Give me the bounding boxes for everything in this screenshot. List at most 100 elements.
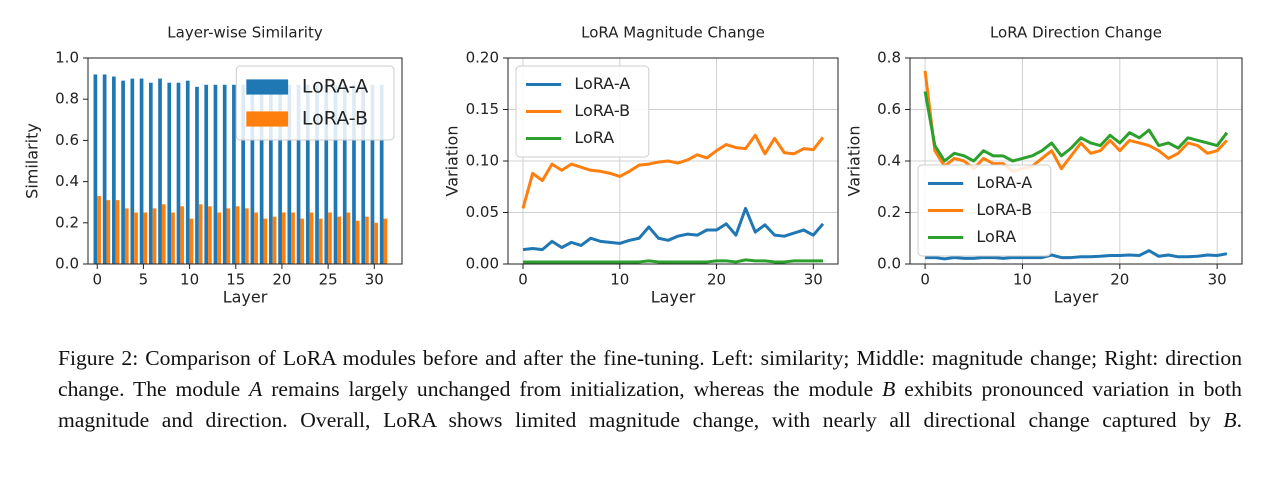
y-tick-label: 0.15 [466, 100, 499, 118]
bar [291, 212, 295, 264]
line [923, 91, 1229, 163]
x-axis-label: Layer [1054, 288, 1099, 307]
bar [254, 212, 258, 264]
x-tick-label: 5 [139, 271, 149, 289]
legend-label: LoRA-B [302, 108, 368, 130]
bar [204, 84, 209, 264]
chart: Layer-wise Similarity Layer Similarity 0.0 0… [23, 24, 403, 307]
y-axis-label: Variation [845, 126, 864, 197]
bar [226, 208, 231, 264]
bar [208, 206, 212, 264]
legend-label: LoRA-A [976, 173, 1032, 192]
bar [198, 204, 203, 264]
bar [134, 212, 138, 264]
x-tick-label: 0 [518, 271, 528, 289]
x-tick-label: 30 [365, 271, 384, 289]
bar [379, 84, 384, 264]
legend-label: LoRA-B [574, 101, 630, 120]
y-tick-label: 0.2 [55, 213, 79, 231]
x-tick-label: 0 [920, 271, 930, 289]
line [523, 258, 823, 264]
legend-box [515, 65, 650, 158]
bar [361, 84, 366, 264]
bar [93, 74, 98, 264]
bar [355, 220, 360, 264]
bar [106, 200, 111, 264]
math-symbol: B [882, 377, 896, 401]
line [925, 249, 1228, 261]
bar [189, 218, 194, 264]
bar [287, 84, 292, 264]
y-tick-label: 0.05 [466, 203, 499, 221]
x-tick-label: 10 [1013, 271, 1032, 289]
y-tick-label: 0.0 [55, 255, 79, 273]
bar [269, 84, 273, 264]
legend: LoRA-A LoRA-B [235, 65, 395, 141]
axes-frame [507, 57, 839, 265]
math-symbol: A [249, 377, 263, 401]
bar [171, 212, 175, 264]
bar [278, 84, 282, 264]
bar [374, 222, 378, 264]
legend-swatch [246, 79, 289, 95]
y-tick-label: 0.0 [877, 255, 901, 273]
bar [245, 208, 249, 264]
bar [180, 206, 185, 264]
y-tick-label: 0.8 [55, 90, 79, 108]
bar [272, 216, 277, 264]
y-tick-label: 0.4 [877, 152, 901, 170]
bar [161, 204, 166, 264]
bar [305, 84, 310, 264]
bar [176, 82, 181, 264]
axes-frame [87, 57, 403, 265]
bar [365, 216, 369, 264]
legend-label: LoRA-A [302, 76, 368, 98]
x-tick-label: 10 [180, 271, 199, 289]
bar [112, 76, 116, 264]
bar [235, 206, 240, 264]
bar [352, 84, 356, 264]
bar [337, 216, 342, 264]
bar [333, 84, 338, 264]
legend-label: LoRA [976, 227, 1016, 246]
bar [324, 84, 329, 264]
y-tick-label: 0.8 [877, 49, 901, 67]
x-tick-label: 30 [1208, 271, 1227, 289]
chart: LoRA Direction Change Layer Variation 0.0 0.… [845, 24, 1243, 307]
legend: LoRA-A LoRA-B LoRA [917, 164, 1052, 257]
bar [158, 78, 162, 264]
x-tick-label: 10 [610, 271, 629, 289]
bar [121, 80, 125, 264]
bar [217, 212, 221, 264]
caption: Figure 2: Comparison of LoRA modules bef… [58, 343, 1242, 436]
bar [296, 84, 301, 264]
bar [213, 84, 218, 264]
charts: Layer-wise Similarity Layer Similarity 0.0 0… [23, 24, 1243, 307]
bar [167, 82, 172, 264]
caption-text: . [1236, 408, 1242, 432]
x-tick-label: 0 [92, 271, 102, 289]
line [923, 70, 1228, 173]
x-axis-label: Layer [223, 288, 268, 307]
bar [328, 212, 332, 264]
legend-label: LoRA-B [976, 200, 1032, 219]
bar [263, 218, 268, 264]
bar [152, 208, 157, 264]
y-tick-label: 0.10 [466, 152, 499, 170]
line [522, 206, 825, 252]
x-tick-label: 30 [804, 271, 823, 289]
legend: LoRA-A LoRA-B LoRA [515, 65, 650, 158]
chart-title: Layer-wise Similarity [167, 24, 323, 42]
y-axis-label: Similarity [23, 123, 42, 199]
x-tick-label: 20 [1110, 271, 1129, 289]
legend-label: LoRA [574, 128, 614, 147]
bar [250, 84, 255, 264]
x-tick-label: 25 [319, 271, 338, 289]
bar [383, 218, 388, 264]
bar [370, 84, 375, 264]
legend-box [917, 164, 1052, 257]
y-tick-label: 0.6 [55, 131, 79, 149]
bar [143, 212, 148, 264]
bar [115, 200, 120, 264]
